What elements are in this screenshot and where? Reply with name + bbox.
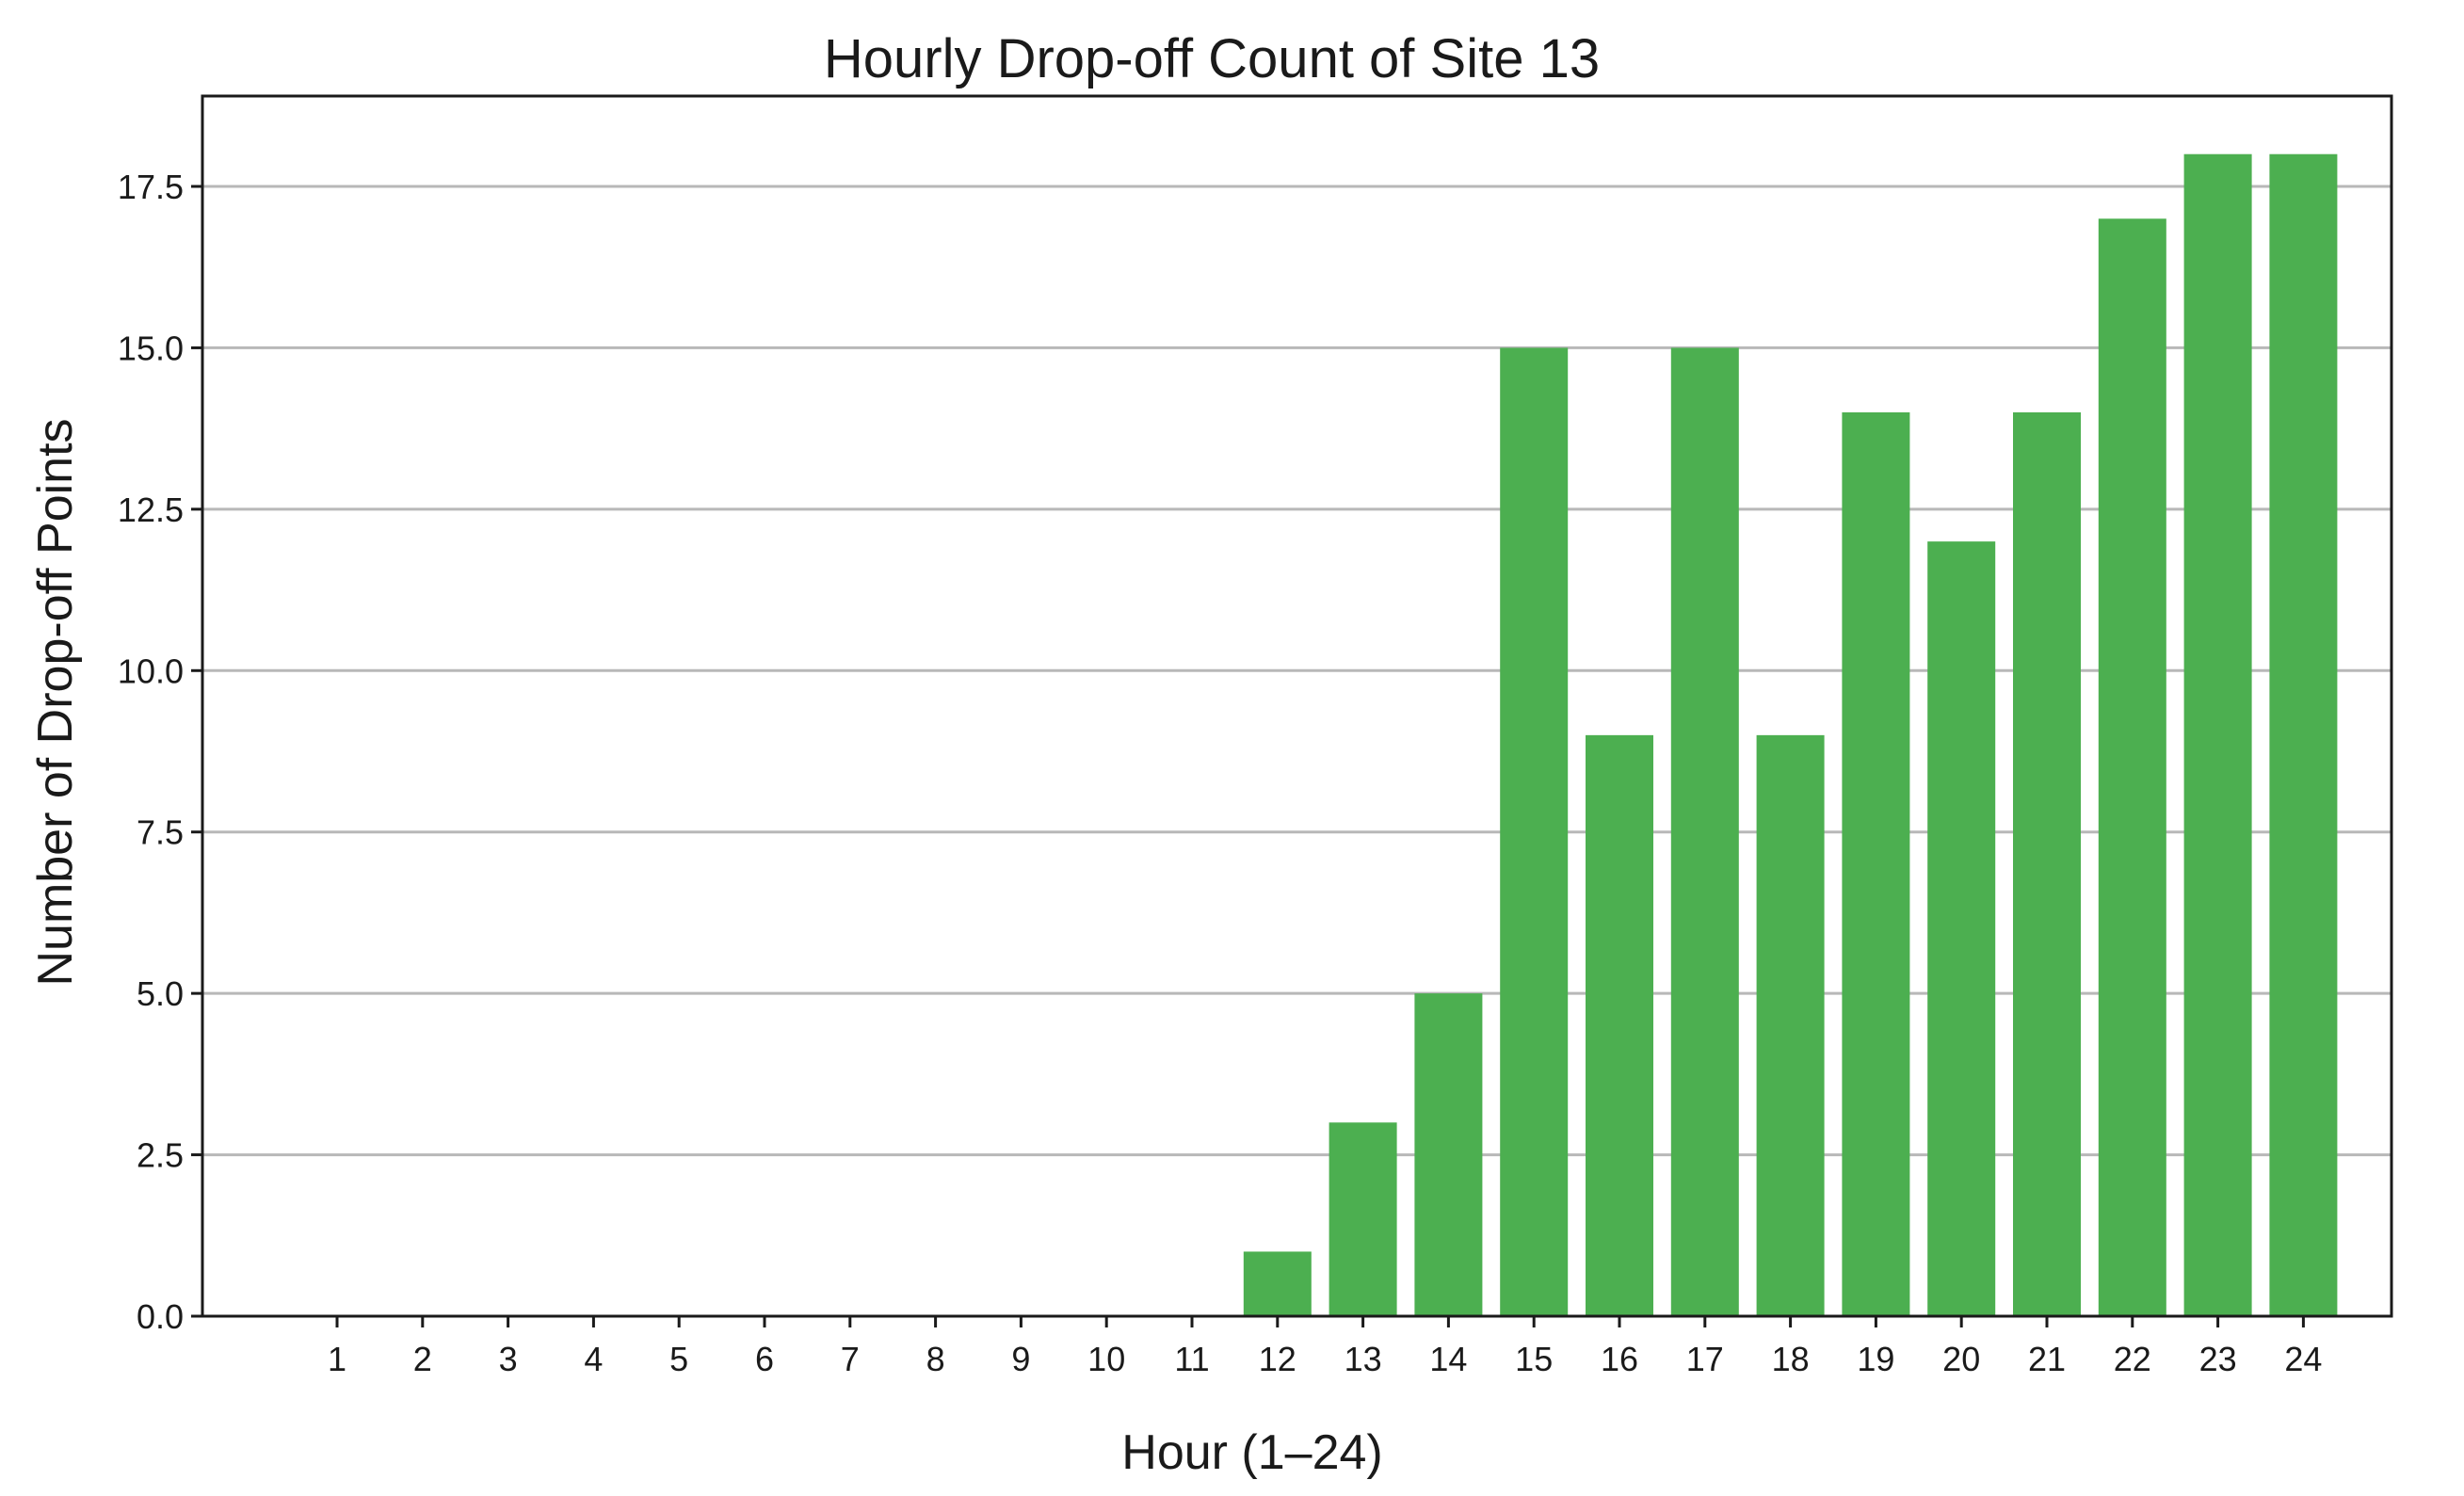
- y-axis-label: Number of Drop-off Points: [28, 418, 83, 986]
- x-tick-label: 22: [2114, 1340, 2151, 1378]
- x-tick-label: 20: [1942, 1340, 1980, 1378]
- bar-12: [1243, 1251, 1312, 1316]
- bar-19: [1842, 412, 1910, 1316]
- plot-frame: [201, 94, 2393, 1318]
- x-tick-label: 7: [841, 1340, 860, 1378]
- y-tick-label: 7.5: [137, 813, 184, 852]
- x-tick-label: 19: [1857, 1340, 1894, 1378]
- grid-lines: [202, 185, 2392, 1157]
- bar-16: [1586, 734, 1653, 1316]
- bars: [1243, 153, 2338, 1317]
- bar-24: [2269, 153, 2338, 1317]
- bar-17: [1670, 347, 1739, 1316]
- y-axis-ticks: 0.0 2.5 5.0 7.5 10.0 12.5 15.0 17.5: [118, 168, 202, 1336]
- x-tick-label: 5: [669, 1340, 688, 1378]
- x-tick-label: 18: [1772, 1340, 1810, 1378]
- x-tick-label: 13: [1345, 1340, 1382, 1378]
- x-tick-label: 2: [413, 1340, 432, 1378]
- x-tick-label: 8: [926, 1340, 945, 1378]
- x-tick-label: 15: [1515, 1340, 1553, 1378]
- x-axis-label: Hour (1–24): [1121, 1425, 1382, 1480]
- bar-23: [2183, 153, 2252, 1317]
- x-tick-label: 6: [755, 1340, 774, 1378]
- y-tick-label: 2.5: [137, 1136, 184, 1175]
- x-tick-label: 23: [2199, 1340, 2237, 1378]
- y-tick-label: 5.0: [137, 974, 184, 1013]
- bar-22: [2098, 218, 2166, 1316]
- bar-14: [1414, 993, 1483, 1316]
- x-tick-label: 9: [1011, 1340, 1030, 1378]
- bar-21: [2013, 412, 2081, 1316]
- bar-13: [1329, 1122, 1397, 1316]
- x-tick-label: 16: [1601, 1340, 1638, 1378]
- x-tick-label: 1: [328, 1340, 346, 1378]
- x-tick-label: 4: [584, 1340, 603, 1378]
- y-tick-label: 0.0: [137, 1297, 184, 1336]
- bar-20: [1927, 541, 1996, 1316]
- bar-15: [1500, 347, 1569, 1316]
- x-axis-ticks: 1 2 3 4 5 6 7 8 9 10 11 12 13 14 15 16 17 18 19 20 21 22 23 24: [328, 1316, 2322, 1378]
- y-tick-label: 17.5: [118, 168, 184, 206]
- chart-title: Hourly Drop-off Count of Site 13: [824, 28, 1600, 89]
- x-tick-label: 3: [499, 1340, 518, 1378]
- x-tick-label: 10: [1087, 1340, 1125, 1378]
- x-tick-label: 21: [2028, 1340, 2066, 1378]
- y-tick-label: 15.0: [118, 329, 184, 367]
- y-tick-label: 10.0: [118, 651, 184, 690]
- x-tick-label: 17: [1686, 1340, 1724, 1378]
- x-tick-label: 12: [1259, 1340, 1296, 1378]
- y-tick-label: 12.5: [118, 491, 184, 529]
- bar-18: [1756, 734, 1825, 1316]
- x-tick-label: 11: [1174, 1340, 1209, 1378]
- x-tick-label: 24: [2284, 1340, 2322, 1378]
- x-tick-label: 14: [1429, 1340, 1467, 1378]
